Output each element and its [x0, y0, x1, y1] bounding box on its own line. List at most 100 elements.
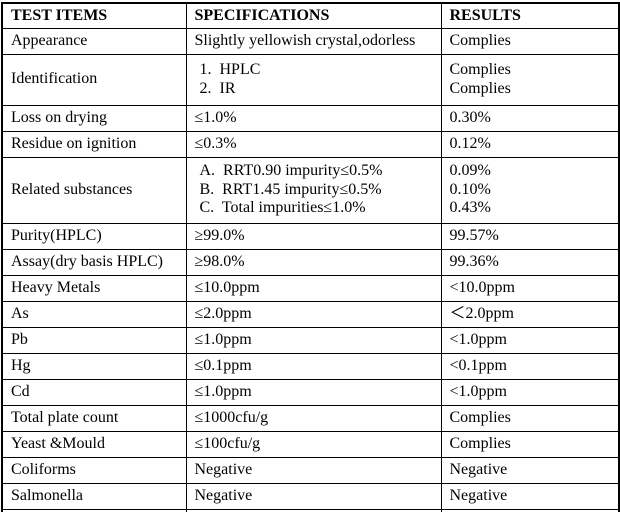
specification-line: ≤1.0ppm	[194, 382, 252, 400]
test-item-label: Pb	[11, 330, 28, 348]
result-cell: <0.1ppm	[440, 352, 620, 380]
result-line: Complies	[449, 61, 511, 79]
header-results: RESULTS	[440, 2, 620, 29]
table-row-cutoff	[1, 508, 620, 512]
table-row: As ≤2.0ppm ＜2.0ppm	[1, 300, 620, 328]
result-cell: Negative	[440, 482, 620, 510]
test-item-cell: Loss on drying	[1, 104, 187, 132]
result-line: 0.10%	[449, 180, 491, 198]
header-test-items-label: TEST ITEMS	[11, 6, 108, 24]
result-line: Complies	[449, 79, 511, 97]
specification-line: ≤0.1ppm	[194, 356, 252, 374]
result-cell: Negative	[440, 456, 620, 484]
result-cell: <1.0ppm	[440, 326, 620, 354]
test-item-label: Identification	[11, 70, 98, 88]
test-item-cell: Salmonella	[1, 482, 187, 510]
table-row: Purity(HPLC) ≥99.0% 99.57%	[1, 222, 620, 250]
result-cell: Complies	[440, 430, 620, 458]
table-row: Residue on ignition ≤0.3% 0.12%	[1, 130, 620, 158]
result-cell: 99.36%	[440, 248, 620, 276]
test-item-cell: Yeast &Mould	[1, 430, 187, 458]
test-item-label: Related substances	[11, 180, 133, 198]
result-line: 99.57%	[449, 226, 499, 244]
table-row: Hg ≤0.1ppm <0.1ppm	[1, 352, 620, 380]
specification-line: A. RRT0.90 impurity≤0.5%	[199, 162, 383, 180]
specification-cell: ≤1.0%	[185, 104, 442, 132]
table-row: Cd ≤1.0ppm <1.0ppm	[1, 378, 620, 406]
test-item-cell: Coliforms	[1, 456, 187, 484]
result-line: 0.30%	[449, 108, 491, 126]
table-row: Pb ≤1.0ppm <1.0ppm	[1, 326, 620, 354]
specification-cell: ≥99.0%	[185, 222, 442, 250]
specification-cell: Slightly yellowish crystal,odorless	[185, 27, 442, 55]
result-cell: 0.09% 0.10% 0.43%	[440, 156, 620, 224]
specification-line: B. RRT1.45 impurity≤0.5%	[199, 180, 382, 198]
specification-line: ≤100cfu/g	[194, 434, 261, 452]
table-row: Coliforms Negative Negative	[1, 456, 620, 484]
header-test-items: TEST ITEMS	[1, 2, 187, 29]
result-line: ＜2.0ppm	[449, 304, 514, 322]
table-row: Identification 1. HPLC 2. IR Complies Compli…	[1, 53, 620, 106]
result-line: 0.09%	[449, 162, 491, 180]
specification-line: ≤0.3%	[194, 134, 237, 152]
test-item-label: Total plate count	[11, 408, 119, 426]
table-row: Assay(dry basis HPLC) ≥98.0% 99.36%	[1, 248, 620, 276]
test-item-label: Assay(dry basis HPLC)	[11, 252, 163, 270]
result-cell: Complies Complies	[440, 53, 620, 106]
specification-cell: Negative	[185, 482, 442, 510]
specification-cell: ≤10.0ppm	[185, 274, 442, 302]
table-row: Related substances A. RRT0.90 impurity≤0.…	[1, 156, 620, 224]
test-item-label: Yeast &Mould	[11, 434, 105, 452]
table-row: Total plate count ≤1000cfu/g Complies	[1, 404, 620, 432]
test-item-label: Heavy Metals	[11, 278, 101, 296]
test-item-label: As	[11, 304, 29, 322]
test-item-cell: As	[1, 300, 187, 328]
specification-cell: ≤0.1ppm	[185, 352, 442, 380]
specification-cell: ≥98.0%	[185, 248, 442, 276]
table-row: Loss on drying ≤1.0% 0.30%	[1, 104, 620, 132]
test-item-cell: Assay(dry basis HPLC)	[1, 248, 187, 276]
specification-line: ≥98.0%	[194, 252, 245, 270]
result-cell: 0.30%	[440, 104, 620, 132]
header-specifications-label: SPECIFICATIONS	[194, 6, 330, 24]
specification-line: Slightly yellowish crystal,odorless	[194, 31, 416, 49]
specification-line: ≤10.0ppm	[194, 278, 260, 296]
table-row: Salmonella Negative Negative	[1, 482, 620, 510]
result-cell: 0.12%	[440, 130, 620, 158]
result-cell: Complies	[440, 27, 620, 55]
result-line: Negative	[449, 460, 508, 478]
specification-line: Negative	[194, 460, 253, 478]
result-line: 99.36%	[449, 252, 499, 270]
result-line: <1.0ppm	[449, 330, 507, 348]
specification-line: Negative	[194, 486, 253, 504]
result-line: <1.0ppm	[449, 382, 507, 400]
test-item-label: Salmonella	[11, 486, 83, 504]
specification-cell: A. RRT0.90 impurity≤0.5% B. RRT1.45 impur…	[185, 156, 442, 224]
table-body: Appearance Slightly yellowish crystal,odo…	[1, 27, 620, 512]
test-item-cell: Related substances	[1, 156, 187, 224]
test-item-cell: Heavy Metals	[1, 274, 187, 302]
result-cell: <1.0ppm	[440, 378, 620, 406]
specification-cell: 1. HPLC 2. IR	[185, 53, 442, 106]
table-row: Yeast &Mould ≤100cfu/g Complies	[1, 430, 620, 458]
result-line: 0.12%	[449, 134, 491, 152]
test-item-cell: Identification	[1, 53, 187, 106]
specification-line: C. Total impurities≤1.0%	[199, 199, 366, 217]
result-cell: Complies	[440, 404, 620, 432]
specification-line: ≤1.0%	[194, 108, 237, 126]
specification-cell: ≤1000cfu/g	[185, 404, 442, 432]
result-line: <10.0ppm	[449, 278, 515, 296]
specification-line: 2. IR	[199, 79, 236, 97]
result-cell: ＜2.0ppm	[440, 300, 620, 328]
table-header: TEST ITEMS SPECIFICATIONS RESULTS	[1, 2, 620, 29]
test-item-cell: Purity(HPLC)	[1, 222, 187, 250]
test-item-cell: Pb	[1, 326, 187, 354]
result-cell: <10.0ppm	[440, 274, 620, 302]
test-item-label: Hg	[11, 356, 31, 374]
test-item-label: Residue on ignition	[11, 134, 137, 152]
result-line: Complies	[449, 31, 511, 49]
header-row: TEST ITEMS SPECIFICATIONS RESULTS	[1, 2, 620, 29]
specification-line: ≤2.0ppm	[194, 304, 252, 322]
table-row: Appearance Slightly yellowish crystal,odo…	[1, 27, 620, 55]
